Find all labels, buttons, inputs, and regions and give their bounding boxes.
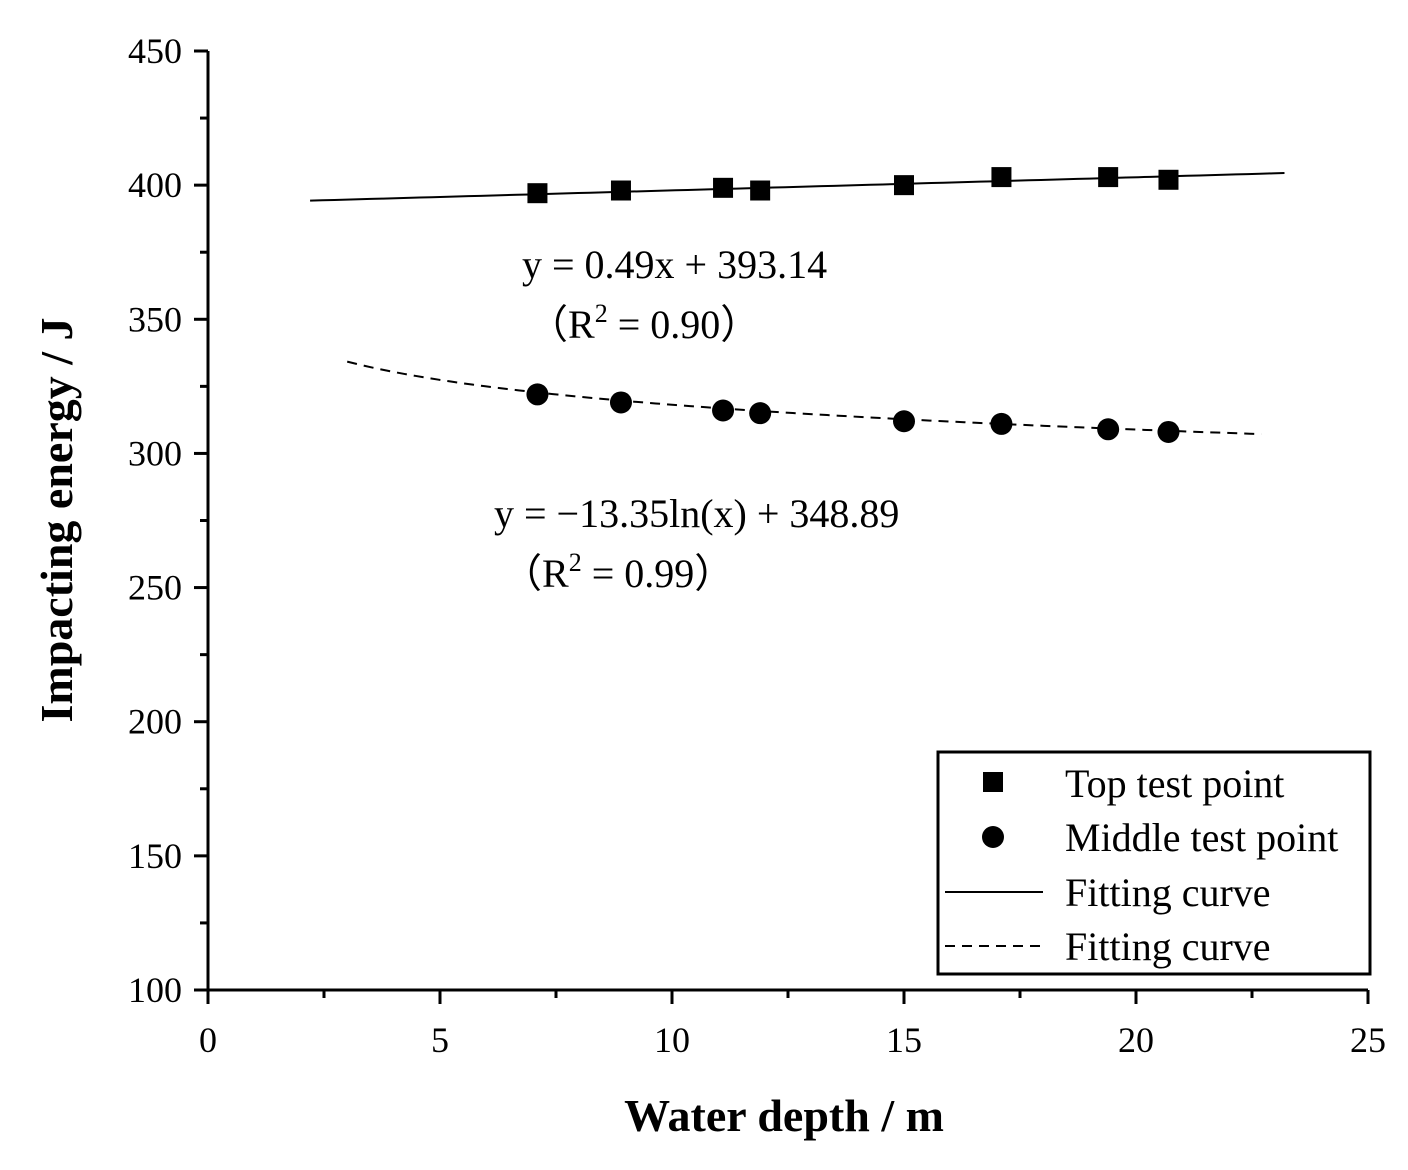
legend: Top test point Middle test point Fitting…: [936, 750, 1372, 976]
middle-test-point: [749, 402, 772, 425]
data-points: [526, 167, 1180, 443]
middle-test-point: [609, 391, 632, 414]
y-ticks: 100 150 200 250 300 350 400 450: [128, 31, 208, 1010]
y-tick-label: 150: [128, 836, 182, 876]
legend-circle-symbol: [982, 826, 1004, 848]
y-tick-label: 250: [128, 568, 182, 608]
fit-r2-linear: （R2 = 0.90）: [528, 299, 760, 347]
r2-value: = 0.99）: [582, 551, 735, 596]
top-test-point: [1098, 167, 1119, 188]
x-tick-label: 0: [199, 1020, 217, 1060]
y-tick-label: 100: [128, 970, 182, 1010]
axes: 0 5 10 15 20 25 100 150 200 250 300 350 400 450: [128, 31, 1386, 1060]
y-tick-label: 350: [128, 299, 182, 339]
middle-test-point: [990, 412, 1013, 435]
top-test-point: [527, 183, 548, 204]
legend-label-fit-solid: Fitting curve: [1065, 870, 1271, 915]
x-tick-label: 20: [1118, 1020, 1154, 1060]
legend-box: [936, 750, 1372, 976]
r2-superscript: 2: [569, 548, 582, 577]
middle-test-point: [712, 399, 735, 422]
r2-label: （R: [528, 302, 595, 347]
fit-curves: [310, 172, 1285, 436]
top-test-point: [750, 180, 771, 201]
y-tick-label: 200: [128, 702, 182, 742]
fit-equations: y = 0.49x + 393.14 （R2 = 0.90） y = −13.3…: [494, 242, 899, 596]
legend-label-top: Top test point: [1065, 761, 1284, 806]
middle-test-point: [893, 410, 915, 433]
top-test-point: [894, 175, 914, 196]
x-tick-label: 15: [886, 1020, 922, 1060]
top-test-point: [991, 167, 1012, 188]
top-test-point: [610, 180, 631, 201]
legend-label-middle: Middle test point: [1065, 815, 1338, 860]
legend-label-fit-dashed: Fitting curve: [1065, 924, 1271, 969]
middle-test-point: [1157, 420, 1180, 443]
r2-label: （R: [502, 551, 569, 596]
y-tick-label: 400: [128, 165, 182, 205]
x-tick-label: 10: [654, 1020, 690, 1060]
r2-superscript: 2: [595, 299, 608, 328]
fit-curve-dashed: [346, 360, 1262, 436]
y-tick-label: 300: [128, 433, 182, 473]
fit-equation-linear: y = 0.49x + 393.14: [522, 242, 827, 287]
y-axis-title: Impacting energy / J: [31, 317, 82, 722]
fit-r2-log: （R2 = 0.99）: [502, 548, 734, 596]
top-test-point: [713, 177, 734, 198]
fit-curve-solid: [310, 172, 1285, 202]
y-tick-label: 450: [128, 31, 182, 71]
middle-test-point: [526, 383, 549, 406]
x-ticks: 0 5 10 15 20 25: [199, 990, 1386, 1060]
middle-test-point: [1097, 418, 1120, 441]
fit-equation-log: y = −13.35ln(x) + 348.89: [494, 491, 899, 536]
r2-value: = 0.90）: [608, 302, 761, 347]
legend-square-symbol: [983, 772, 1003, 792]
x-tick-label: 5: [431, 1020, 449, 1060]
top-test-point: [1158, 169, 1179, 190]
x-tick-label: 25: [1350, 1020, 1386, 1060]
x-axis-title: Water depth / m: [624, 1090, 944, 1141]
